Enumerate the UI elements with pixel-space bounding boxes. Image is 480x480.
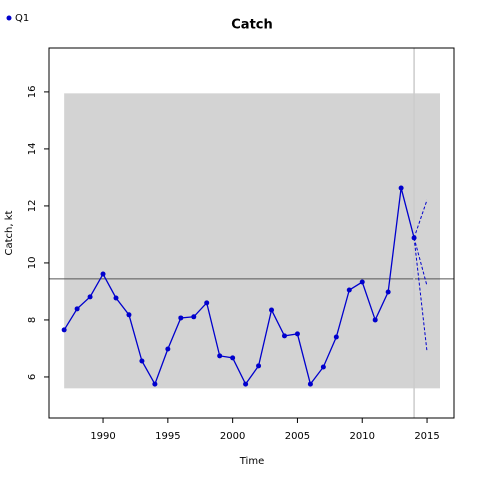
chart-title: Catch (231, 18, 273, 33)
data-point (307, 381, 313, 387)
data-point (333, 334, 339, 340)
data-point (230, 355, 236, 361)
data-point (346, 287, 352, 293)
data-point (204, 300, 210, 306)
data-point (165, 346, 171, 352)
legend-label: Q1 (15, 13, 29, 24)
data-point (385, 289, 391, 295)
y-tick-label: 6 (27, 374, 38, 380)
y-tick-label: 8 (27, 317, 38, 323)
data-point (294, 331, 300, 337)
x-tick-label: 2000 (220, 431, 245, 442)
y-tick-label: 12 (27, 200, 38, 213)
x-tick-label: 2010 (350, 431, 375, 442)
data-point (256, 363, 262, 369)
data-point (243, 381, 249, 387)
data-point (126, 312, 132, 318)
y-tick-label: 16 (27, 86, 38, 99)
y-tick-label: 14 (27, 143, 38, 156)
y-axis-label: Catch, kt (4, 210, 15, 255)
data-point (372, 317, 378, 323)
data-point (281, 333, 287, 339)
legend-marker (6, 15, 12, 21)
x-axis-label: Time (239, 456, 264, 467)
data-point (191, 314, 197, 320)
y-tick-label: 10 (27, 257, 38, 270)
data-point (398, 185, 404, 191)
data-point (269, 307, 275, 313)
data-point (87, 294, 93, 300)
data-point (217, 353, 223, 359)
data-point (178, 315, 184, 321)
data-point (359, 279, 365, 285)
series-line (63, 187, 415, 386)
data-point (100, 271, 106, 277)
data-point (113, 295, 119, 301)
x-tick-label: 2015 (414, 431, 439, 442)
data-point (61, 327, 67, 333)
data-point (152, 381, 158, 387)
projection-line (413, 237, 428, 352)
x-tick-label: 1990 (90, 431, 115, 442)
plot-frame (48, 47, 455, 419)
range-band (64, 93, 441, 389)
data-point (74, 306, 80, 312)
data-point (139, 358, 145, 364)
data-point (320, 364, 326, 370)
projection-line (413, 199, 428, 239)
x-tick-label: 1995 (155, 431, 180, 442)
projection-line (413, 237, 428, 287)
x-tick-label: 2005 (285, 431, 310, 442)
